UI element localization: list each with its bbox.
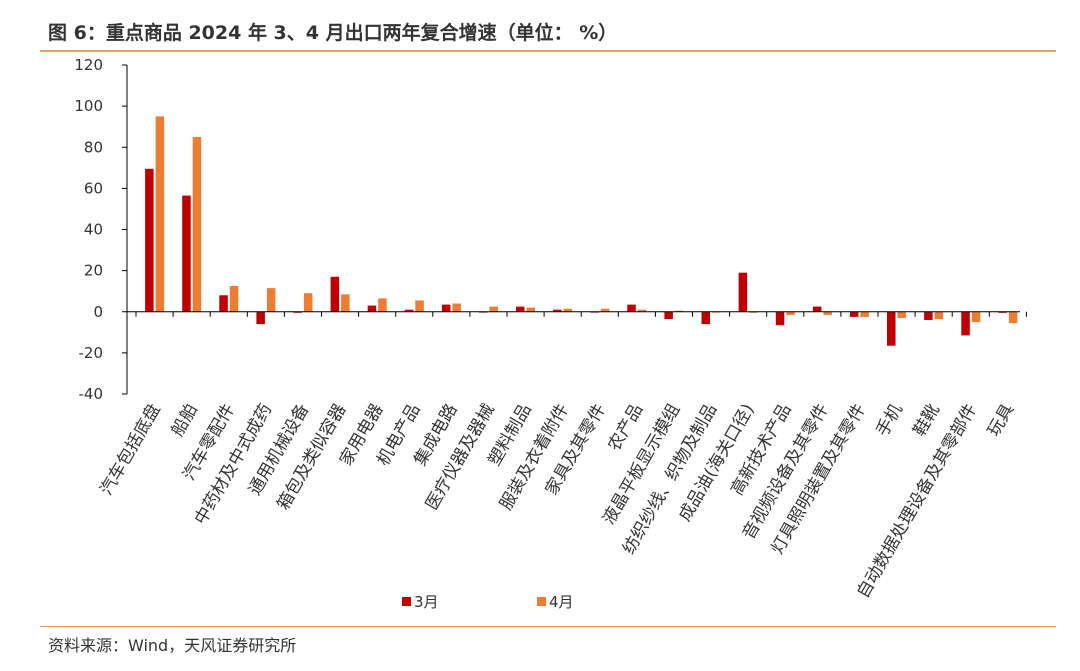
bar-march xyxy=(849,311,859,317)
y-tick-label: 120 xyxy=(74,56,103,74)
legend-swatch-april xyxy=(537,597,546,606)
y-tick-label: 60 xyxy=(84,179,103,197)
footer-divider xyxy=(40,626,1056,627)
legend-label-march: 3月 xyxy=(414,593,439,611)
bar-april xyxy=(971,311,981,323)
bar-april xyxy=(786,311,795,315)
bar-march xyxy=(367,305,377,312)
bar-march xyxy=(961,311,970,336)
bar-april xyxy=(415,300,424,312)
bar-march xyxy=(775,311,785,326)
bar-april xyxy=(378,298,387,312)
bar-april xyxy=(452,303,461,312)
legend-swatch-march xyxy=(402,597,411,606)
bars xyxy=(145,116,1018,346)
bar-march xyxy=(441,304,451,312)
bar-april xyxy=(489,306,498,312)
bar-march xyxy=(404,309,414,312)
bar-march xyxy=(812,306,822,312)
y-tick-label: -40 xyxy=(79,385,104,403)
legend: 3月 4月 xyxy=(402,593,574,611)
bar-chart: -40 -20 0 20 40 60 80 100 120 汽车包括底盘 船舶汽车零配件中药材及中… xyxy=(74,56,1027,611)
bar-april xyxy=(341,294,350,312)
x-category-label: 汽车包括底盘 xyxy=(97,401,165,499)
bar-march xyxy=(553,309,562,312)
bar-march xyxy=(924,311,933,320)
x-category-label: 手机 xyxy=(873,401,907,440)
bar-march xyxy=(887,311,896,346)
bar-april xyxy=(229,286,239,312)
x-category-label: 船舶 xyxy=(168,401,202,440)
bar-march xyxy=(516,306,525,312)
x-category-label: 鞋靴 xyxy=(910,401,944,440)
bar-april xyxy=(526,307,535,312)
bar-march xyxy=(182,195,191,312)
bar-april xyxy=(823,311,832,315)
bar-march xyxy=(738,272,748,312)
bar-march xyxy=(627,304,636,312)
x-axis xyxy=(127,311,1027,317)
bar-april xyxy=(897,311,906,318)
x-category-label: 玩具 xyxy=(984,401,1018,440)
category-labels: 汽车包括底盘 船舶汽车零配件中药材及中式成药通用机械设备箱包及类似容器家用电器机电… xyxy=(97,400,1019,601)
y-tick-label: 80 xyxy=(84,138,103,156)
bar-march xyxy=(330,276,340,312)
bar-april xyxy=(192,137,202,312)
title-divider xyxy=(40,50,1056,52)
bar-april xyxy=(600,308,610,312)
bar-april xyxy=(266,288,276,312)
bar-april xyxy=(1008,311,1018,324)
bar-march xyxy=(664,311,673,319)
bar-april xyxy=(155,116,165,312)
legend-label-april: 4月 xyxy=(549,593,574,611)
bar-march xyxy=(998,311,1007,313)
bar-march xyxy=(293,311,302,313)
y-tick-label: 40 xyxy=(84,221,103,239)
y-tick-label: 20 xyxy=(84,262,103,280)
y-tick-label: 100 xyxy=(74,97,103,115)
bar-april xyxy=(303,293,313,312)
bar-march xyxy=(145,168,154,312)
bar-april xyxy=(563,308,573,312)
bar-april xyxy=(749,311,758,313)
bar-march xyxy=(256,311,265,325)
y-axis: -40 -20 0 20 40 60 80 100 120 xyxy=(74,56,128,403)
y-tick-label: 0 xyxy=(93,303,103,321)
source-note: 资料来源：Wind，天风证券研究所 xyxy=(48,636,297,655)
bar-april xyxy=(860,311,869,317)
bar-march xyxy=(701,311,710,325)
chart-title: 图 6：重点商品 2024 年 3、4 月出口两年复合增速（单位： %） xyxy=(48,22,618,44)
bar-april xyxy=(637,309,647,312)
bar-april xyxy=(934,311,944,319)
bar-march xyxy=(219,295,228,312)
bar-april xyxy=(674,310,684,312)
y-tick-label: -20 xyxy=(79,344,104,362)
